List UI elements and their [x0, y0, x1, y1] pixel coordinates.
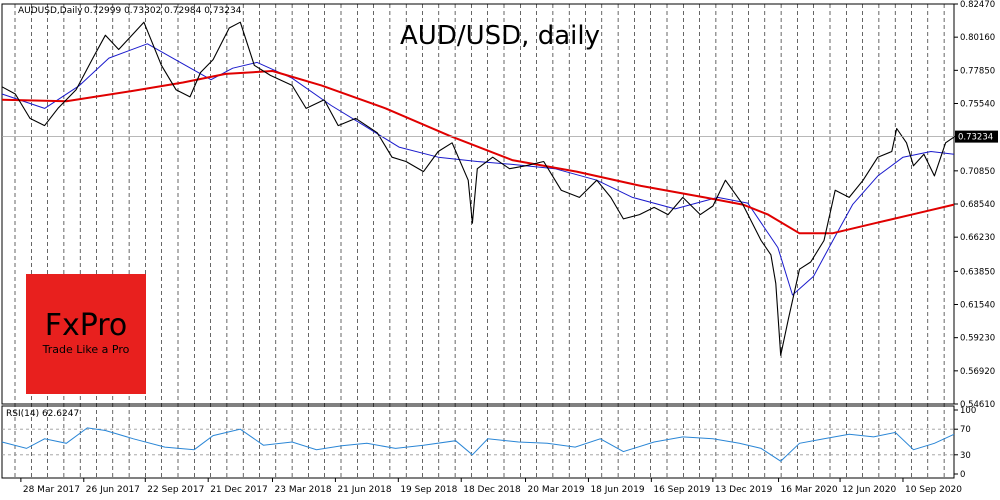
current-price-label: 0.73234 [958, 133, 993, 143]
price-tick-label-8: 0.63850 [960, 267, 995, 277]
moving-average-slow-line [1, 70, 955, 235]
rsi-layer [1, 427, 955, 462]
date-tick-label-10: 16 Sep 2019 [653, 485, 710, 495]
date-tick-label-2: 22 Sep 2017 [147, 485, 204, 495]
rsi-tick-label-3: 0 [960, 470, 965, 480]
price-tick-label-0: 0.82470 [960, 0, 995, 10]
moving-average-fast-line [1, 43, 955, 296]
price-tick-label-7: 0.66230 [960, 233, 995, 243]
logo-background [26, 274, 146, 394]
rsi-axis: 100 70 30 0 [954, 406, 976, 480]
date-tick-label-6: 19 Sep 2018 [400, 485, 457, 495]
date-tick-label-12: 16 Mar 2020 [781, 485, 838, 495]
rsi-tick-label-1: 70 [960, 425, 971, 435]
rsi-line [1, 427, 955, 462]
rsi-tick-label-2: 30 [960, 451, 971, 461]
date-tick-label-14: 10 Sep 2020 [905, 485, 962, 495]
price-tick-label-10: 0.59230 [960, 334, 995, 344]
logo-tagline: Trade Like a Pro [42, 343, 130, 356]
date-tick-label-1: 26 Jun 2017 [86, 485, 140, 495]
price-tick-label-9: 0.61540 [960, 301, 995, 311]
date-tick-label-9: 18 Jun 2019 [590, 485, 644, 495]
price-tick-label-2: 0.77850 [960, 66, 995, 76]
current-price-layer: 0.73234 [2, 130, 998, 143]
rsi-tick-label-0: 100 [960, 406, 976, 416]
price-axis: 0.824700.801600.778500.755400.732300.708… [954, 0, 995, 410]
current-price-badge [955, 130, 998, 143]
date-axis: 28 Mar 2017 26 Jun 2017 22 Sep 2017 21 Dec … [20, 478, 962, 495]
date-tick-label-3: 21 Dec 2017 [210, 485, 268, 495]
series-layer [1, 21, 955, 356]
chart-header-symbol: AUDUSD,Daily [18, 6, 83, 16]
chart-title: AUD/USD, daily [400, 21, 600, 51]
chart-header-values: 0.72999 0.73302 0.72984 0.73234 [84, 6, 242, 16]
price-tick-label-5: 0.70850 [960, 167, 995, 177]
date-tick-label-0: 28 Mar 2017 [23, 485, 80, 495]
fxpro-logo: FxPro Trade Like a Pro [26, 274, 146, 394]
price-tick-label-3: 0.75540 [960, 99, 995, 109]
date-tick-label-4: 23 Mar 2018 [275, 485, 332, 495]
price-tick-label-12: 0.54610 [960, 400, 995, 410]
date-tick-label-7: 18 Dec 2018 [463, 485, 521, 495]
date-tick-label-8: 20 Mar 2019 [528, 485, 585, 495]
logo-brand: FxPro [45, 308, 128, 343]
rsi-levels [2, 428, 954, 456]
price-tick-label-11: 0.56920 [960, 367, 995, 377]
vertical-grid [14, 4, 945, 478]
rsi-label: RSI(14) 62.6247 [6, 409, 79, 419]
date-tick-label-5: 21 Jun 2018 [337, 485, 391, 495]
date-tick-label-13: 12 Jun 2020 [842, 485, 896, 495]
price-tick-label-6: 0.68540 [960, 200, 995, 210]
price-tick-label-1: 0.80160 [960, 33, 995, 43]
price-line [1, 21, 955, 356]
date-tick-label-11: 13 Dec 2019 [715, 485, 773, 495]
